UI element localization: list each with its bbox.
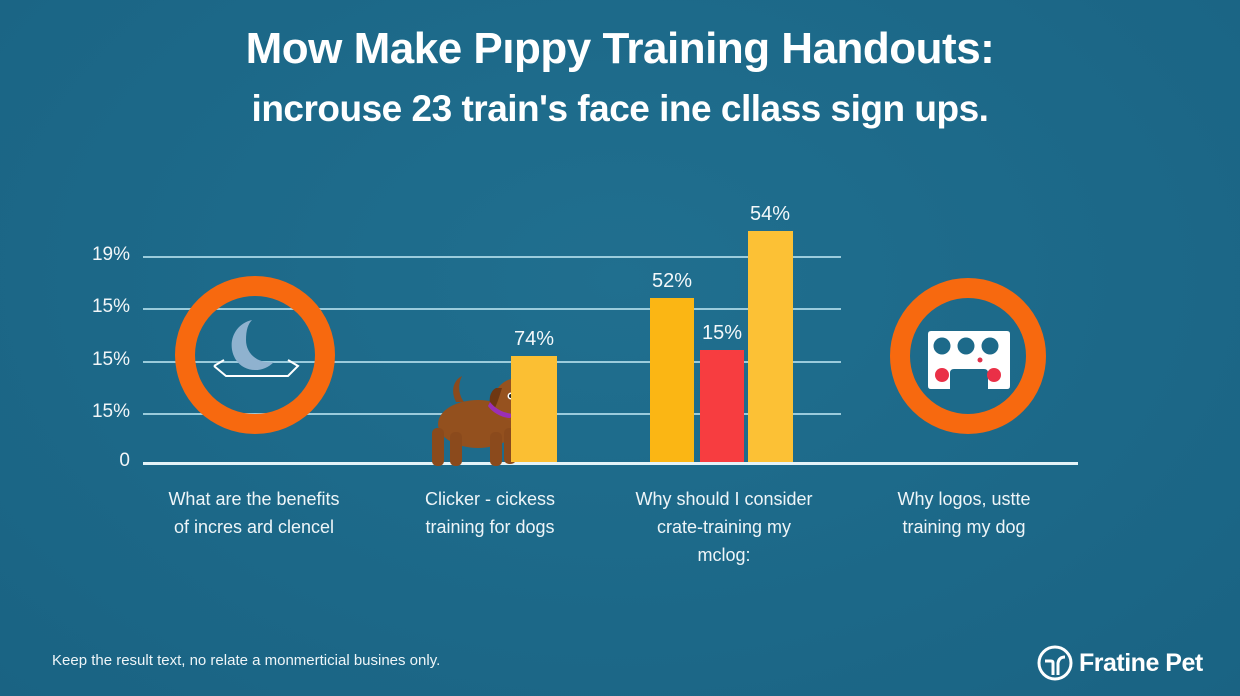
bar-54: [748, 231, 793, 462]
bar-value-label: 52%: [651, 270, 693, 292]
bar-value-label: 74%: [513, 328, 555, 350]
footer-note: Keep the result text, no relate a monmer…: [52, 652, 441, 669]
y-tick-label: 15%: [91, 349, 130, 370]
brand-logo: Fratine Pet: [1037, 645, 1203, 681]
page-title: Mow Make Pıppy Training Handouts:: [245, 24, 995, 73]
category-label: What are the benefits of incres ard clen…: [134, 485, 374, 541]
gridline: [143, 308, 841, 310]
category-label-line: crate-training my: [656, 517, 792, 537]
category-label-line: Why should I consider: [635, 489, 813, 509]
category-label-line: mclog:: [697, 545, 751, 565]
moon-bed-icon: [213, 320, 300, 377]
category-label: Why logos, ustte training my dog: [844, 485, 1084, 541]
bar-52: [650, 298, 694, 462]
category-label-line: training for dogs: [425, 517, 555, 537]
bar-74: [511, 356, 557, 462]
category-label-line: What are the benefits: [168, 489, 340, 509]
bar-value-label: 15%: [701, 322, 743, 344]
page-subtitle: incrouse 23 train's face ine cllass sign…: [251, 88, 989, 129]
gridline: [143, 256, 841, 258]
category-label: Clicker - cickess training for dogs: [370, 485, 610, 541]
brand-name: Fratine Pet: [1079, 648, 1203, 677]
y-tick-label: 15%: [91, 296, 130, 317]
bar-value-label: 54%: [749, 203, 791, 225]
bar-15: [700, 350, 744, 462]
category-label-line: of incres ard clencel: [173, 517, 335, 537]
x-axis-baseline: [143, 462, 1078, 465]
category-label-line: Clicker - cickess: [424, 489, 555, 509]
gridline: [143, 361, 841, 363]
category-label-line: Why logos, ustte: [897, 489, 1031, 509]
crate-toy-icon: [928, 331, 1010, 389]
category-label: Why should I consider crate-training my …: [604, 485, 844, 569]
y-tick-label: 0: [119, 450, 130, 471]
y-tick-label: 15%: [91, 401, 130, 422]
y-tick-label: 19%: [91, 244, 130, 265]
brand-paw-icon: [1037, 645, 1073, 681]
category-label-line: training my dog: [902, 517, 1026, 537]
